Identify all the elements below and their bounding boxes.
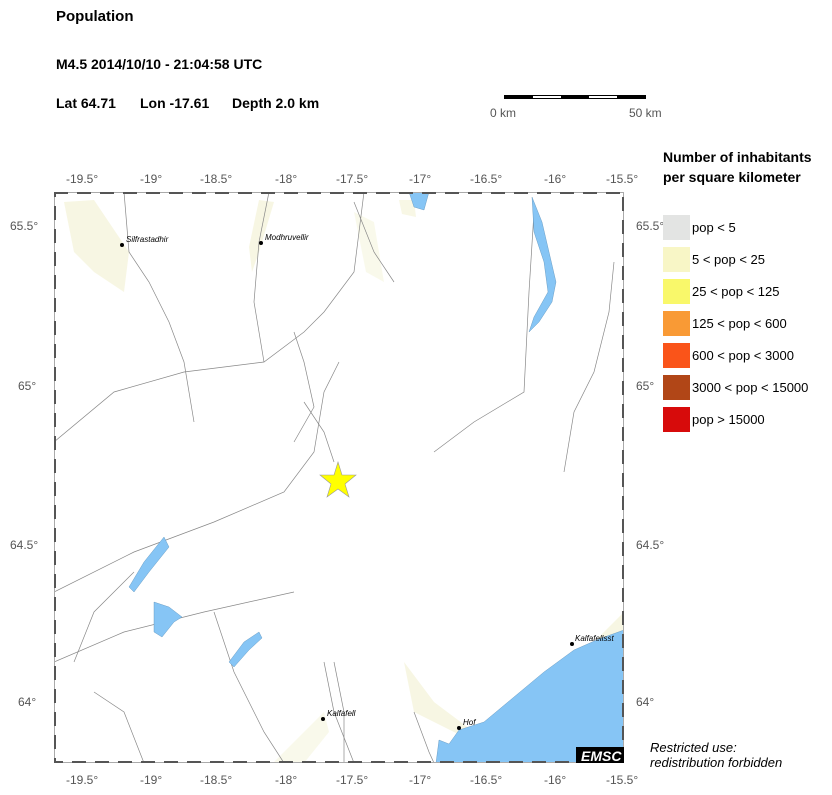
lon-tick-top: -16° bbox=[544, 172, 567, 186]
map-title: Population bbox=[56, 8, 134, 25]
lon-tick-top: -17° bbox=[409, 172, 432, 186]
scale-bar bbox=[504, 95, 646, 99]
event-depth: Depth 2.0 km bbox=[232, 95, 320, 111]
lake bbox=[153, 601, 183, 638]
legend-item: 25 < pop < 125 bbox=[663, 278, 780, 304]
lat-tick-right: 65° bbox=[636, 379, 655, 393]
lat-tick-right: 65.5° bbox=[636, 219, 665, 233]
legend-item: pop < 5 bbox=[663, 214, 736, 240]
river bbox=[528, 196, 557, 333]
legend-swatch bbox=[663, 406, 690, 432]
lat-tick-right: 64.5° bbox=[636, 538, 665, 552]
usage-notice-line1: Restricted use: bbox=[650, 740, 737, 755]
star-icon[interactable] bbox=[319, 460, 357, 498]
legend-item: pop > 15000 bbox=[663, 406, 765, 432]
legend-label: 3000 < pop < 15000 bbox=[692, 379, 809, 395]
city-label: Silfrastadhir bbox=[126, 235, 169, 244]
lon-tick-bottom: -19° bbox=[140, 773, 163, 787]
legend-label: pop > 15000 bbox=[692, 411, 765, 427]
legend-label: pop < 5 bbox=[692, 219, 736, 235]
map-canvas[interactable]: Silfrastadhir Modhruvellir Kalfafell Hof… bbox=[54, 192, 624, 763]
event-lon: Lon -17.61 bbox=[140, 95, 210, 111]
lon-tick-top: -16.5° bbox=[470, 172, 503, 186]
lon-tick-bottom: -19.5° bbox=[66, 773, 99, 787]
city-markers: Silfrastadhir Modhruvellir Kalfafell Hof… bbox=[120, 233, 614, 730]
river bbox=[128, 536, 170, 593]
legend-label: 5 < pop < 25 bbox=[692, 251, 766, 267]
city-label: Hof bbox=[463, 718, 476, 727]
lon-tick-top: -18.5° bbox=[200, 172, 233, 186]
usage-notice: Restricted use: redistribution forbidden bbox=[650, 740, 782, 770]
legend-label: 25 < pop < 125 bbox=[692, 283, 780, 299]
emsc-logo bbox=[576, 747, 624, 763]
lon-tick-bottom: -17.5° bbox=[336, 773, 369, 787]
lon-tick-bottom: -16.5° bbox=[470, 773, 503, 787]
legend-swatch bbox=[663, 246, 690, 272]
city-label: Kalfafell bbox=[327, 709, 356, 718]
lon-tick-top: -15.5° bbox=[606, 172, 639, 186]
lake bbox=[408, 192, 430, 211]
roads bbox=[54, 192, 615, 763]
lon-tick-bottom: -16° bbox=[544, 773, 567, 787]
lat-tick-left: 65° bbox=[18, 379, 37, 393]
lon-tick-top: -19.5° bbox=[66, 172, 99, 186]
lon-tick-top: -17.5° bbox=[336, 172, 369, 186]
legend-item: 5 < pop < 25 bbox=[663, 246, 766, 272]
legend-title: Number of inhabitants per square kilomet… bbox=[663, 147, 812, 187]
city-label: Modhruvellir bbox=[265, 233, 309, 242]
lat-tick-left: 64.5° bbox=[10, 538, 39, 552]
event-info: M4.5 2014/10/10 - 21:04:58 UTC bbox=[56, 56, 263, 72]
usage-notice-line2: redistribution forbidden bbox=[650, 755, 783, 770]
lon-tick-bottom: -15.5° bbox=[606, 773, 639, 787]
legend-swatch bbox=[663, 342, 690, 368]
legend-title-line1: Number of inhabitants bbox=[663, 149, 812, 165]
legend-swatch bbox=[663, 310, 690, 336]
scale-start-label: 0 km bbox=[490, 106, 517, 120]
legend-item: 3000 < pop < 15000 bbox=[663, 374, 809, 400]
legend-swatch bbox=[663, 278, 690, 304]
lon-tick-top: -18° bbox=[275, 172, 298, 186]
lon-tick-bottom: -18° bbox=[275, 773, 298, 787]
water bbox=[128, 192, 624, 763]
legend-label: 600 < pop < 3000 bbox=[692, 347, 794, 363]
city-label: Kalfafellsst bbox=[575, 634, 614, 643]
event-lat: Lat 64.71 bbox=[56, 95, 116, 111]
legend-label: 125 < pop < 600 bbox=[692, 315, 787, 331]
lon-tick-bottom: -17° bbox=[409, 773, 432, 787]
legend-item: 125 < pop < 600 bbox=[663, 310, 787, 336]
legend-title-line2: per square kilometer bbox=[663, 169, 801, 185]
legend-swatch bbox=[663, 214, 690, 240]
lake bbox=[228, 631, 263, 668]
legend-item: 600 < pop < 3000 bbox=[663, 342, 794, 368]
lon-tick-top: -19° bbox=[140, 172, 163, 186]
lat-tick-left: 64° bbox=[18, 695, 37, 709]
emsc-logo-text: EMSC bbox=[581, 748, 622, 763]
legend-swatch bbox=[663, 374, 690, 400]
ocean bbox=[435, 629, 624, 763]
lat-tick-left: 65.5° bbox=[10, 219, 39, 233]
population-dots bbox=[64, 200, 624, 763]
scale-end-label: 50 km bbox=[629, 106, 662, 120]
lat-tick-right: 64° bbox=[636, 695, 655, 709]
lon-tick-bottom: -18.5° bbox=[200, 773, 233, 787]
